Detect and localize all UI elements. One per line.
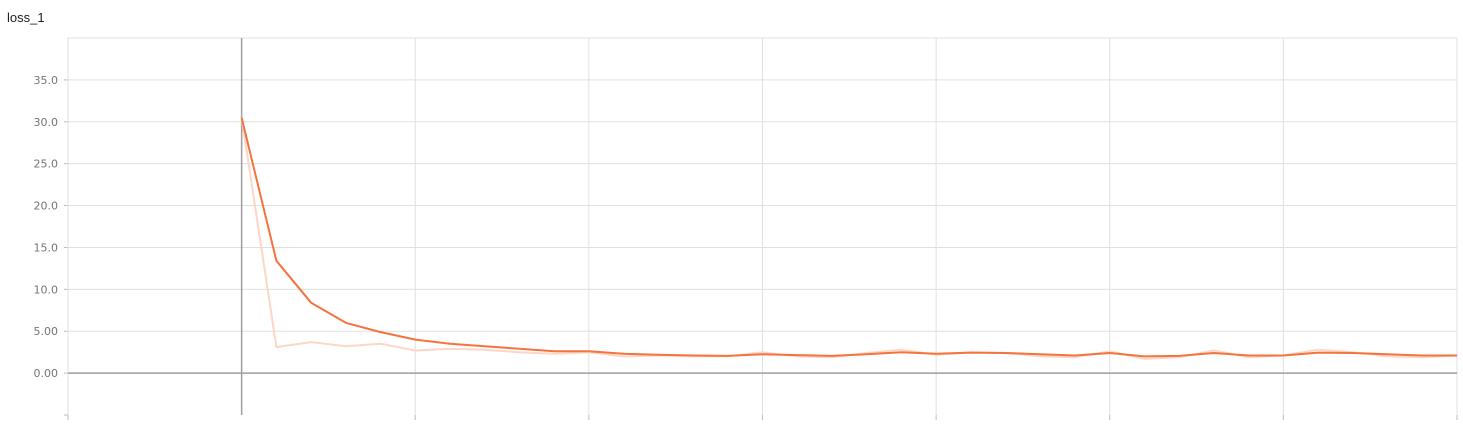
y-tick-label: 30.0 (34, 116, 59, 129)
y-tick-label: 10.0 (34, 283, 59, 296)
y-tick-label: 20.0 (34, 200, 59, 213)
axes (68, 38, 1457, 415)
y-tick-label: 15.0 (34, 241, 59, 254)
y-tick-labels: 35.0 30.0 25.0 20.0 15.0 10.0 5.00 0.00 (34, 74, 59, 380)
y-tick-label: 5.00 (34, 325, 59, 338)
y-tick-label: 0.00 (34, 367, 59, 380)
raw-series-line (240, 117, 1458, 360)
smoothed-series-line (240, 117, 1457, 358)
grid (64, 37, 1458, 420)
y-tick-label: 25.0 (34, 158, 59, 171)
y-tick-label: 35.0 (34, 74, 59, 87)
series (240, 117, 1458, 360)
chart-title: loss_1 (7, 10, 45, 25)
